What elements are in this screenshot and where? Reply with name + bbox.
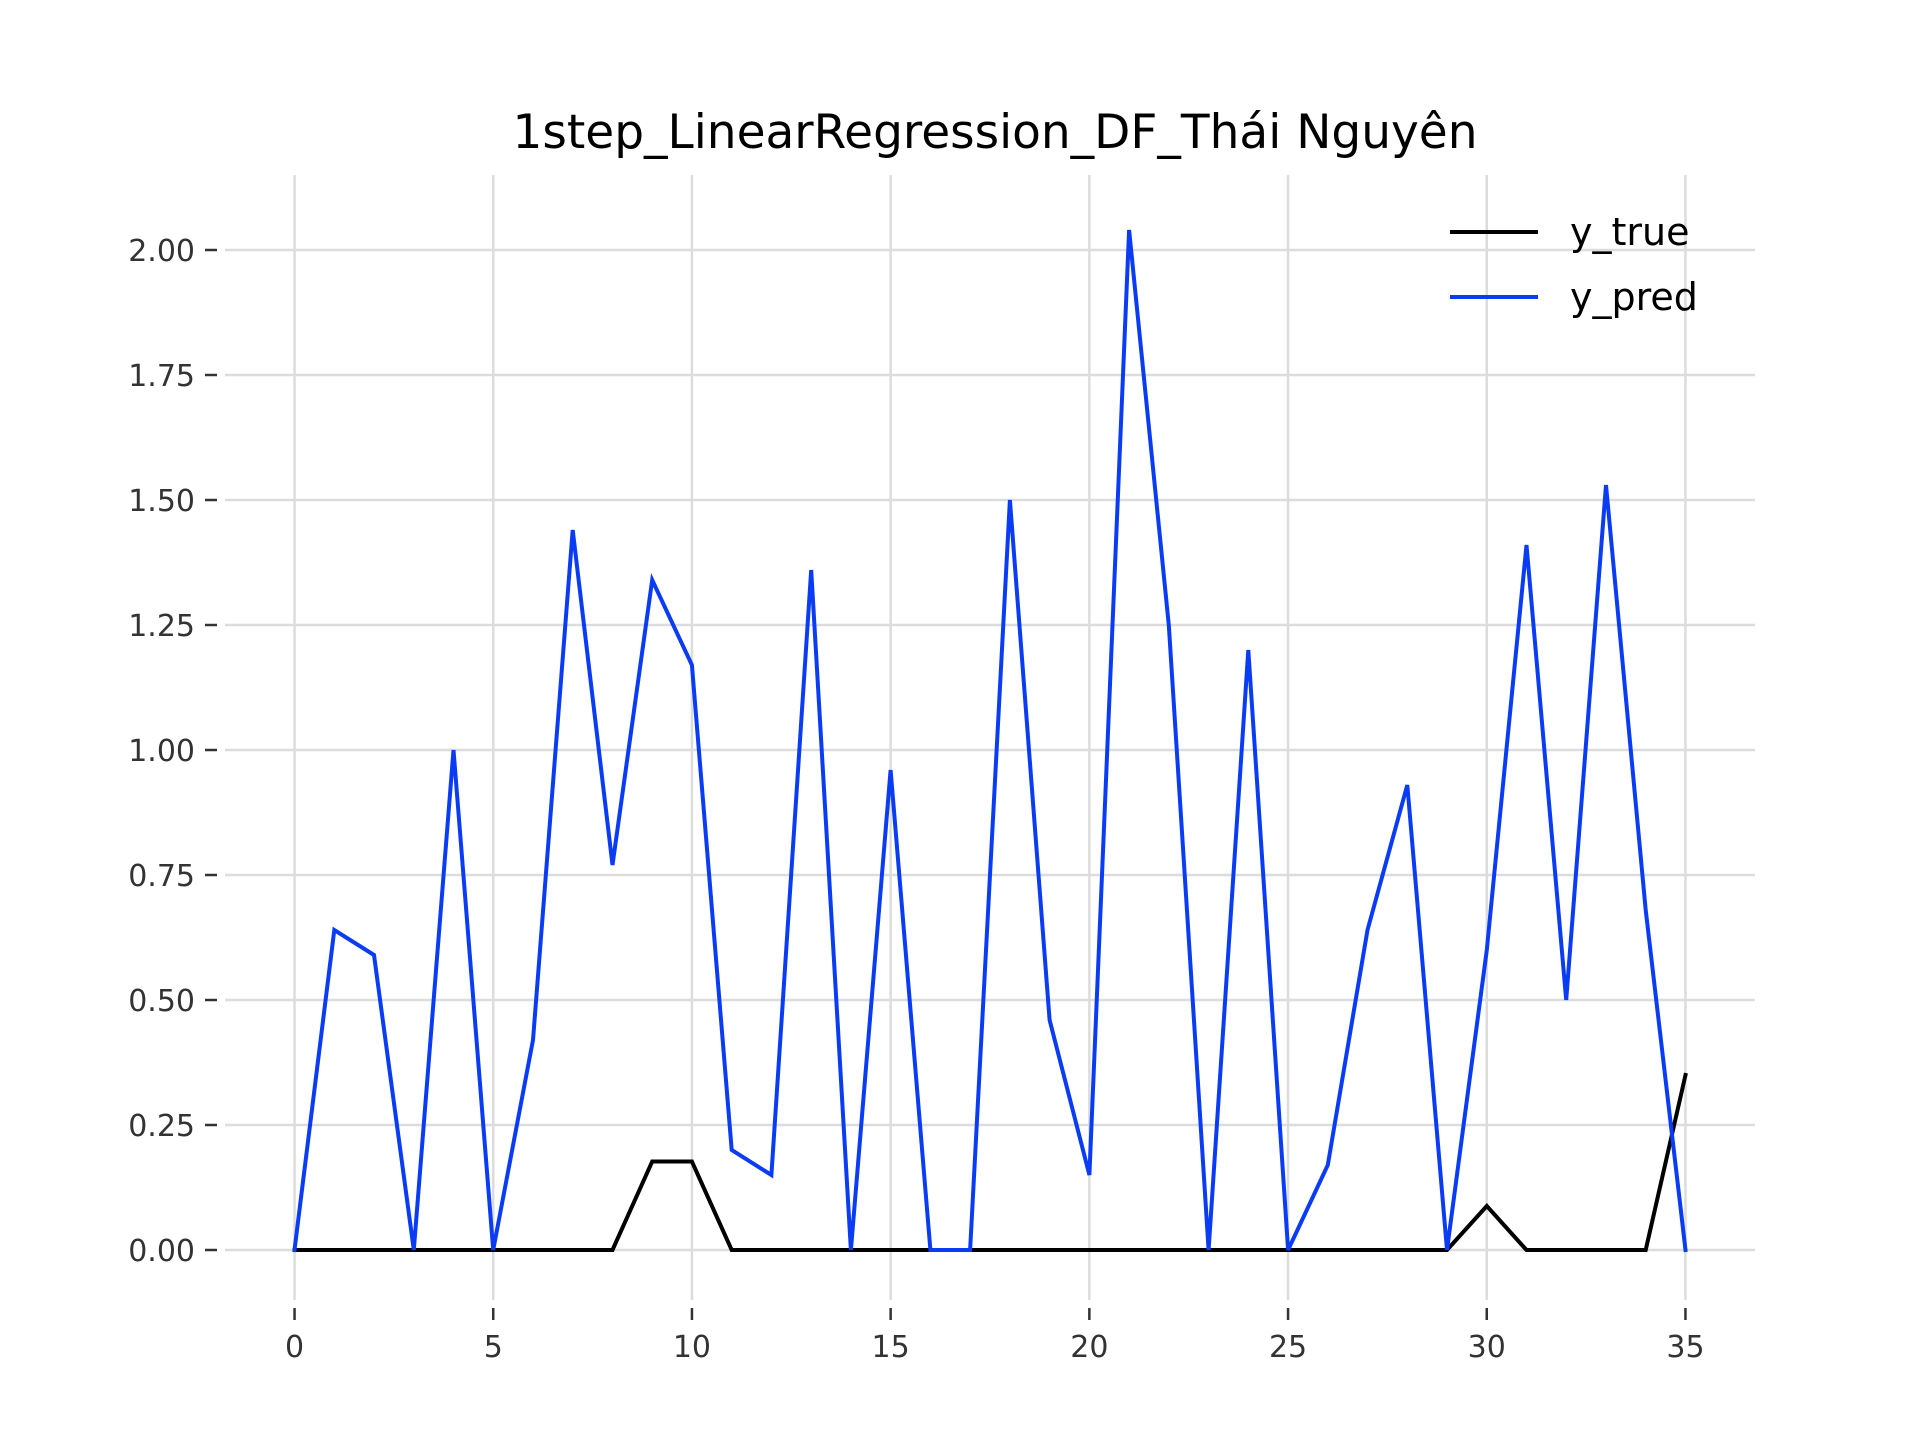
y-tick-label: 1.00 [128, 734, 195, 769]
y-tick-label: 1.50 [128, 484, 195, 519]
x-axis: 0 5 10 15 20 25 30 35 [285, 1308, 1705, 1365]
y-tick-label: 1.25 [128, 609, 195, 644]
y-tick-label: 0.00 [128, 1234, 195, 1269]
x-tick-label: 20 [1070, 1330, 1108, 1365]
grid [225, 175, 1755, 1300]
x-tick-label: 30 [1468, 1330, 1506, 1365]
x-tick-label: 5 [484, 1330, 503, 1365]
x-tick-label: 25 [1269, 1330, 1307, 1365]
y-tick-label: 0.75 [128, 859, 195, 894]
y-tick-label: 0.50 [128, 984, 195, 1019]
y-tick-label: 0.25 [128, 1109, 195, 1144]
x-tick-label: 35 [1666, 1330, 1704, 1365]
series-line-y-pred [292, 229, 1688, 1253]
y-tick-label: 2.00 [128, 234, 195, 269]
x-tick-label: 15 [872, 1330, 910, 1365]
chart-title: 1step_LinearRegression_DF_Thái Nguyên [512, 105, 1477, 160]
x-tick-label: 0 [285, 1330, 304, 1365]
legend-label: y_pred [1570, 275, 1698, 319]
series-lines [292, 229, 1688, 1253]
y-tick-label: 1.75 [128, 359, 195, 394]
series-line-y-true [292, 1072, 1688, 1252]
legend: y_true y_pred [1450, 210, 1698, 319]
y-axis: 0.00 0.25 0.50 0.75 1.00 1.25 1.50 1.75 2.00 [128, 234, 217, 1269]
x-tick-label: 10 [673, 1330, 711, 1365]
legend-label: y_true [1570, 210, 1689, 254]
